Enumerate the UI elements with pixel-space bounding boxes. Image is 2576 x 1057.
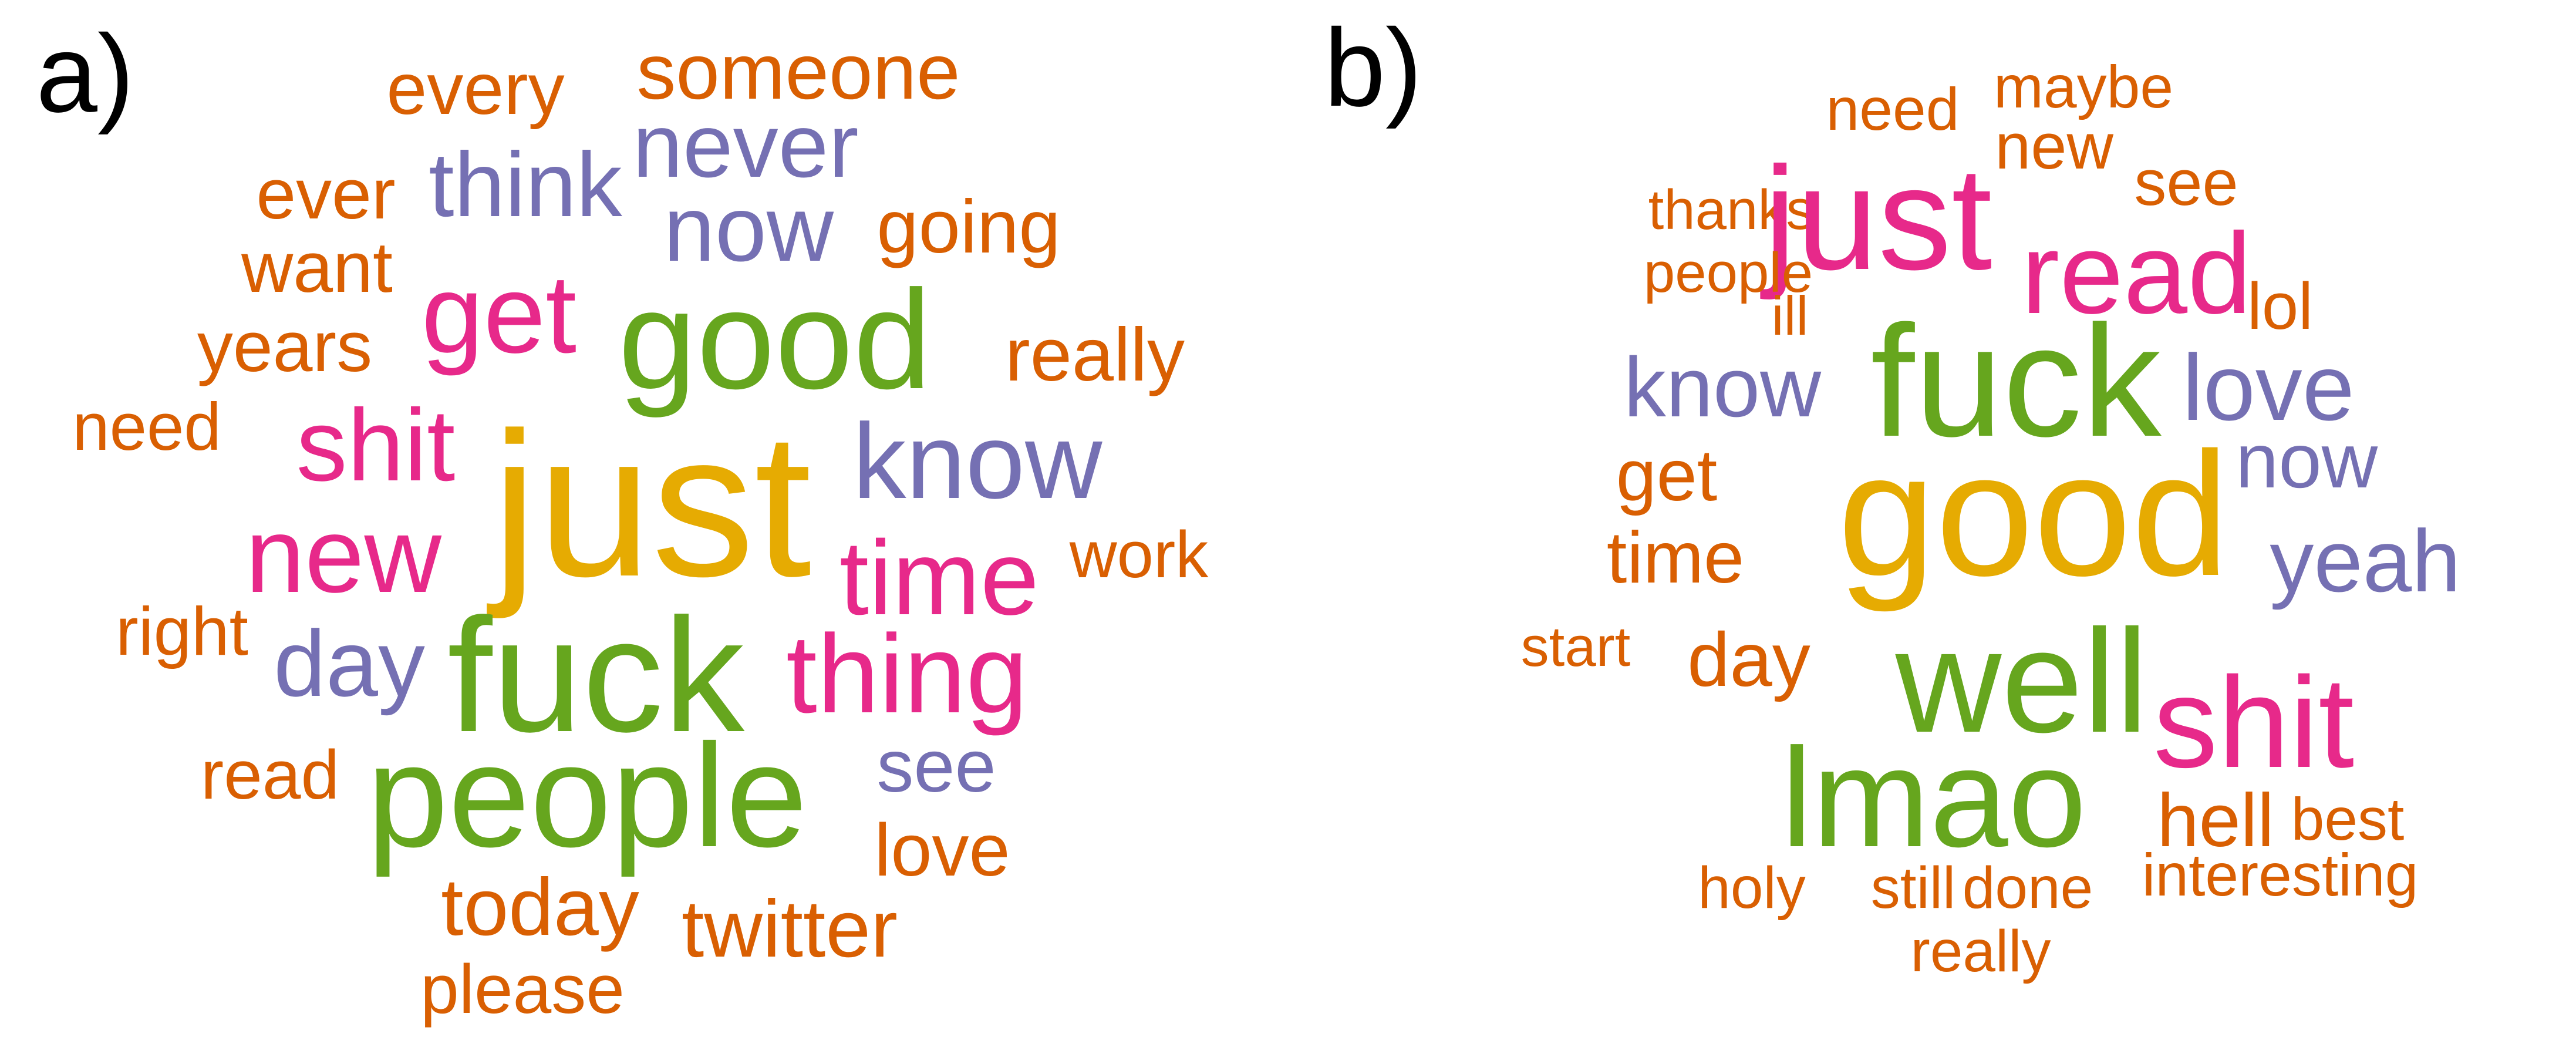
- word-ever: ever: [256, 154, 396, 234]
- word-read: read: [2021, 209, 2252, 338]
- word-think: think: [429, 134, 622, 236]
- word-now: now: [2235, 418, 2378, 504]
- word-never: never: [632, 95, 859, 196]
- word-years: years: [197, 307, 373, 386]
- word-time: time: [1606, 517, 1745, 598]
- word-time: time: [839, 519, 1040, 637]
- word-new: new: [1995, 110, 2113, 183]
- word-good: good: [618, 261, 932, 418]
- word-now: now: [663, 177, 834, 281]
- word-done: done: [1962, 855, 2093, 921]
- word-see: see: [876, 725, 996, 807]
- word-yeah: yeah: [2270, 511, 2461, 610]
- word-still: still: [1870, 855, 1956, 921]
- word-know: know: [1623, 340, 1822, 435]
- panel-label-b: b): [1324, 6, 1422, 129]
- word-know: know: [852, 401, 1102, 521]
- word-read: read: [200, 736, 340, 814]
- word-need: need: [72, 390, 221, 464]
- word-going: going: [876, 185, 1061, 269]
- word-work: work: [1069, 518, 1209, 591]
- word-right: right: [116, 593, 248, 669]
- word-shit: shit: [2153, 650, 2355, 795]
- word-someone: someone: [636, 28, 960, 116]
- word-love: love: [2182, 335, 2355, 440]
- word-today: today: [441, 862, 639, 952]
- word-twitter: twitter: [681, 884, 898, 974]
- word-hell: hell: [2157, 779, 2274, 863]
- word-best: best: [2291, 786, 2405, 853]
- word-good: good: [1837, 415, 2230, 612]
- word-thing: thing: [785, 612, 1029, 736]
- word-start: start: [1520, 615, 1631, 678]
- word-people: people: [1643, 241, 1813, 304]
- word-every: every: [386, 49, 565, 130]
- word-shit: shit: [296, 388, 456, 502]
- word-new: new: [245, 495, 441, 615]
- word-holy: holy: [1698, 855, 1806, 921]
- word-cloud-a: a) someone every never ever think now going wan…: [36, 12, 1209, 1028]
- word-fuck: fuck: [447, 585, 745, 766]
- word-see: see: [2134, 147, 2238, 219]
- word-well: well: [1895, 599, 2149, 763]
- word-people: people: [366, 713, 808, 877]
- word-day: day: [1687, 617, 1810, 702]
- word-love: love: [874, 809, 1010, 891]
- word-lmao: lmao: [1781, 719, 2087, 876]
- word-ill: ill: [1771, 285, 1809, 346]
- word-fuck: fuck: [1870, 293, 2162, 470]
- word-get: get: [1616, 435, 1718, 516]
- word-really: really: [1005, 313, 1185, 397]
- word-just: just: [1764, 136, 1992, 300]
- word-thanks: thanks: [1648, 179, 1815, 241]
- word-get: get: [421, 252, 577, 376]
- word-maybe: maybe: [1993, 53, 2174, 120]
- word-cloud-b: b) maybe need new see thanks just people read lo…: [1288, 0, 2576, 1057]
- word-want: want: [241, 227, 393, 307]
- word-just: just: [491, 390, 812, 620]
- word-please: please: [420, 951, 625, 1028]
- word-day: day: [274, 611, 425, 716]
- word-interesting: interesting: [2142, 841, 2419, 908]
- word-lol: lol: [2247, 270, 2314, 343]
- word-really: really: [1910, 918, 2051, 984]
- word-need: need: [1826, 76, 1960, 143]
- panel-label-a: a): [36, 12, 134, 135]
